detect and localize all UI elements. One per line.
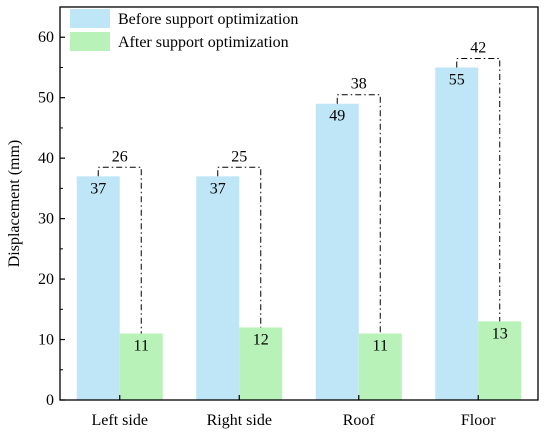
legend-swatch xyxy=(70,32,110,51)
data-label-before: 49 xyxy=(329,108,345,125)
difference-bracket xyxy=(97,166,142,334)
difference-brackets xyxy=(97,57,501,334)
y-tick-label: 50 xyxy=(38,90,54,107)
y-tick-label: 10 xyxy=(38,332,54,349)
bar-before xyxy=(315,103,359,400)
legend-label: Before support optimization xyxy=(118,11,298,28)
bar-before xyxy=(76,176,120,400)
difference-label: 38 xyxy=(351,76,367,93)
data-label-after: 13 xyxy=(492,325,508,342)
bar-after xyxy=(358,333,402,400)
y-tick-label: 20 xyxy=(38,271,54,288)
data-labels: 37 11 26 37 12 25 49 11 38 55 13 42 xyxy=(90,39,508,354)
data-label-before: 37 xyxy=(90,180,106,197)
difference-bracket xyxy=(336,94,381,334)
y-tick-label: 30 xyxy=(38,211,54,228)
data-label-after: 12 xyxy=(253,331,269,348)
legend-swatch xyxy=(70,9,110,28)
data-label-before: 37 xyxy=(210,180,226,197)
difference-label: 42 xyxy=(470,39,486,56)
bar-after xyxy=(239,327,283,400)
y-axis-title: Displacement (mm) xyxy=(6,140,23,268)
x-category-label: Right side xyxy=(207,412,272,429)
difference-bracket xyxy=(456,57,501,322)
legend-label: After support optimization xyxy=(118,34,289,51)
data-label-after: 11 xyxy=(373,337,388,354)
bar-after xyxy=(119,333,163,400)
difference-label: 25 xyxy=(231,148,247,165)
x-axis: Left side Right side Roof Floor xyxy=(92,395,496,429)
difference-label: 26 xyxy=(112,148,128,165)
bar-before xyxy=(435,67,479,400)
plot-frame xyxy=(59,6,539,401)
x-category-label: Left side xyxy=(92,412,148,429)
y-axis: 0 10 20 30 40 50 60 xyxy=(38,29,65,409)
x-category-label: Roof xyxy=(343,412,376,429)
data-label-before: 55 xyxy=(449,71,465,88)
y-tick-label: 40 xyxy=(38,150,54,167)
bars-group xyxy=(76,67,522,400)
difference-bracket xyxy=(217,166,262,328)
y-tick-label: 0 xyxy=(46,392,54,409)
bar-before xyxy=(196,176,240,400)
x-category-label: Floor xyxy=(461,412,496,429)
data-label-after: 11 xyxy=(134,337,149,354)
legend: Before support optimization After support… xyxy=(70,9,298,51)
bar-after xyxy=(478,321,522,400)
y-tick-label: 60 xyxy=(38,29,54,46)
